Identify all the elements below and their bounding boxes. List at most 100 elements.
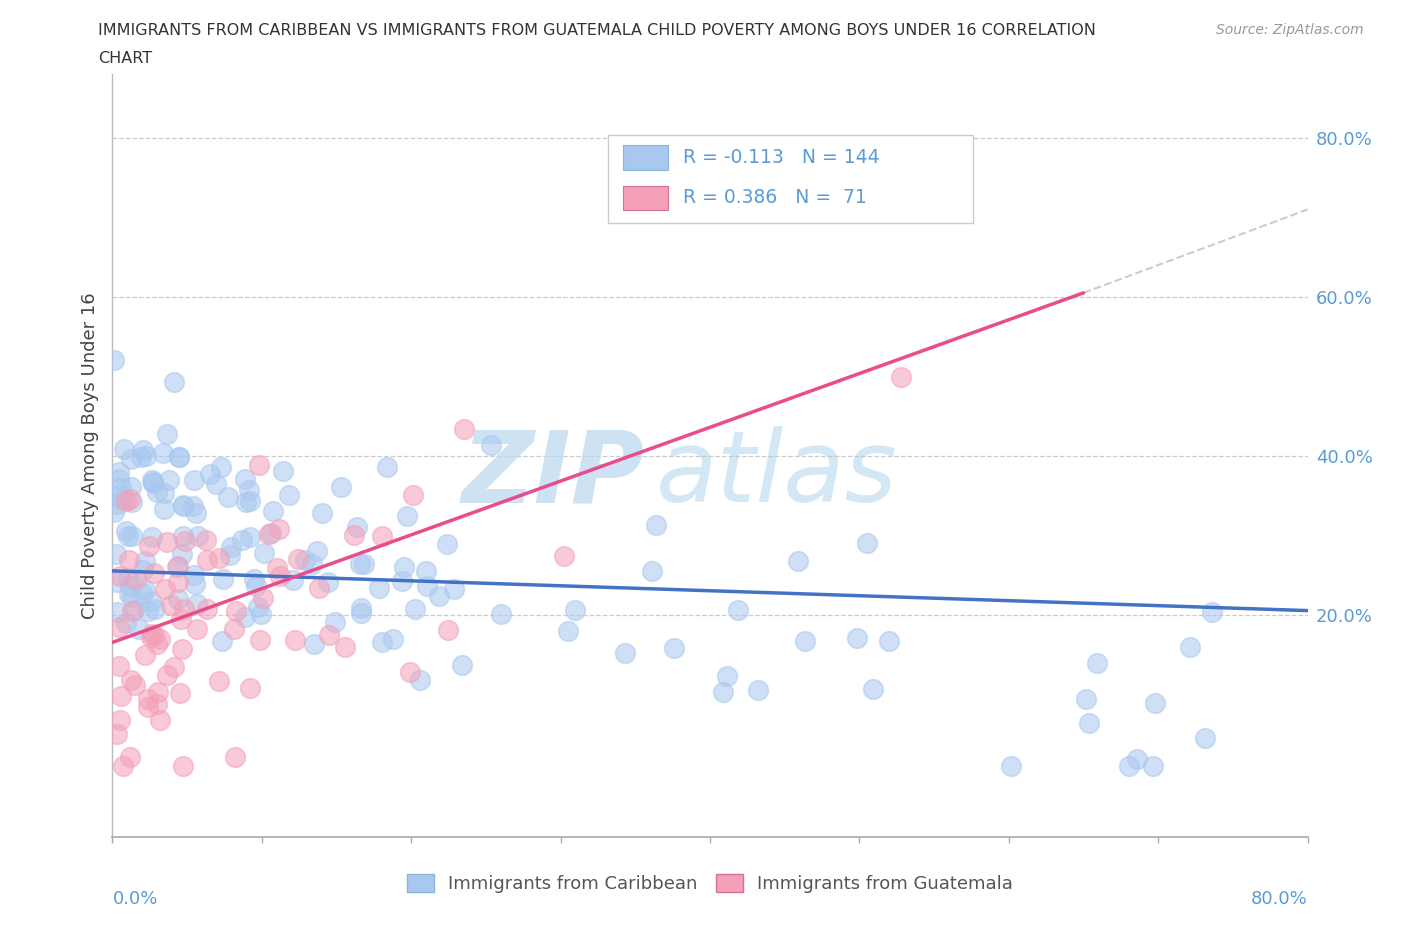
Point bbox=[224, 750, 246, 764]
Text: CHART: CHART bbox=[98, 51, 152, 66]
Point bbox=[207, 674, 229, 689]
Point bbox=[1144, 696, 1167, 711]
Point bbox=[219, 539, 242, 554]
Text: IMMIGRANTS FROM CARIBBEAN VS IMMIGRANTS FROM GUATEMALA CHILD POVERTY AMONG BOYS : IMMIGRANTS FROM CARIBBEAN VS IMMIGRANTS … bbox=[98, 23, 1097, 38]
Point bbox=[786, 554, 808, 569]
Point bbox=[163, 375, 186, 390]
Point bbox=[105, 575, 128, 590]
Point bbox=[167, 592, 190, 607]
Point bbox=[129, 450, 152, 465]
Point bbox=[142, 566, 165, 581]
Text: 80.0%: 80.0% bbox=[1251, 890, 1308, 909]
Point bbox=[115, 524, 138, 538]
Point bbox=[105, 604, 128, 619]
Point bbox=[186, 621, 208, 636]
Point bbox=[553, 549, 575, 564]
Point bbox=[287, 551, 309, 566]
Text: 0.0%: 0.0% bbox=[112, 890, 157, 909]
Point bbox=[436, 537, 458, 551]
Point bbox=[141, 626, 163, 641]
Point bbox=[269, 568, 291, 583]
Point bbox=[139, 630, 162, 644]
Point bbox=[614, 645, 637, 660]
Point bbox=[169, 611, 191, 626]
Point bbox=[124, 678, 146, 693]
Point bbox=[238, 483, 260, 498]
Point bbox=[117, 528, 139, 543]
Point bbox=[186, 506, 208, 521]
Point bbox=[370, 528, 392, 543]
Point bbox=[392, 560, 415, 575]
Point bbox=[172, 498, 194, 512]
Point bbox=[120, 480, 142, 495]
Point bbox=[239, 494, 262, 509]
Point bbox=[153, 581, 176, 596]
Point bbox=[794, 633, 817, 648]
Point bbox=[139, 593, 162, 608]
Point bbox=[167, 574, 190, 589]
Point bbox=[108, 568, 131, 583]
Point bbox=[136, 692, 159, 707]
Point bbox=[120, 578, 142, 593]
Point bbox=[349, 557, 371, 572]
Point bbox=[159, 597, 181, 612]
Point bbox=[862, 682, 884, 697]
Point bbox=[1076, 692, 1098, 707]
Point bbox=[187, 529, 209, 544]
Point bbox=[231, 533, 253, 548]
Point bbox=[399, 665, 422, 680]
Point bbox=[136, 604, 159, 618]
Point bbox=[346, 520, 368, 535]
Point bbox=[453, 422, 475, 437]
Point bbox=[304, 637, 326, 652]
Point bbox=[856, 536, 879, 551]
Point bbox=[249, 632, 271, 647]
Point bbox=[409, 672, 432, 687]
Point bbox=[217, 490, 239, 505]
Point bbox=[134, 554, 156, 569]
Point bbox=[172, 546, 194, 561]
Point bbox=[294, 552, 316, 567]
Point bbox=[262, 504, 284, 519]
Point bbox=[371, 634, 394, 649]
Point bbox=[330, 480, 353, 495]
Point bbox=[316, 575, 339, 590]
Point bbox=[222, 621, 245, 636]
Point bbox=[427, 589, 450, 604]
Point bbox=[557, 623, 579, 638]
Point bbox=[259, 525, 281, 540]
FancyBboxPatch shape bbox=[609, 136, 973, 223]
Text: Source: ZipAtlas.com: Source: ZipAtlas.com bbox=[1216, 23, 1364, 37]
Point bbox=[404, 601, 426, 616]
Point bbox=[120, 750, 142, 764]
Point bbox=[103, 505, 125, 520]
Point bbox=[121, 590, 143, 604]
Point bbox=[145, 697, 167, 711]
Point bbox=[195, 553, 218, 568]
Point bbox=[1000, 758, 1022, 773]
Point bbox=[308, 580, 330, 595]
Point bbox=[110, 712, 132, 727]
Point bbox=[172, 758, 194, 773]
Point bbox=[142, 474, 165, 489]
Point bbox=[391, 574, 413, 589]
Point bbox=[172, 498, 194, 513]
Point bbox=[167, 558, 190, 573]
Point bbox=[181, 498, 204, 513]
Point bbox=[169, 685, 191, 700]
Point bbox=[281, 573, 304, 588]
Point bbox=[118, 492, 141, 507]
Point bbox=[120, 672, 142, 687]
Point bbox=[146, 636, 169, 651]
Point bbox=[318, 627, 340, 642]
Point bbox=[727, 603, 749, 618]
Point bbox=[353, 557, 375, 572]
Point bbox=[252, 591, 274, 605]
Point bbox=[142, 475, 165, 490]
Point bbox=[131, 586, 153, 601]
Point bbox=[162, 659, 184, 674]
Point bbox=[278, 487, 301, 502]
Point bbox=[382, 631, 405, 646]
Point bbox=[1118, 758, 1140, 773]
Point bbox=[415, 579, 437, 594]
